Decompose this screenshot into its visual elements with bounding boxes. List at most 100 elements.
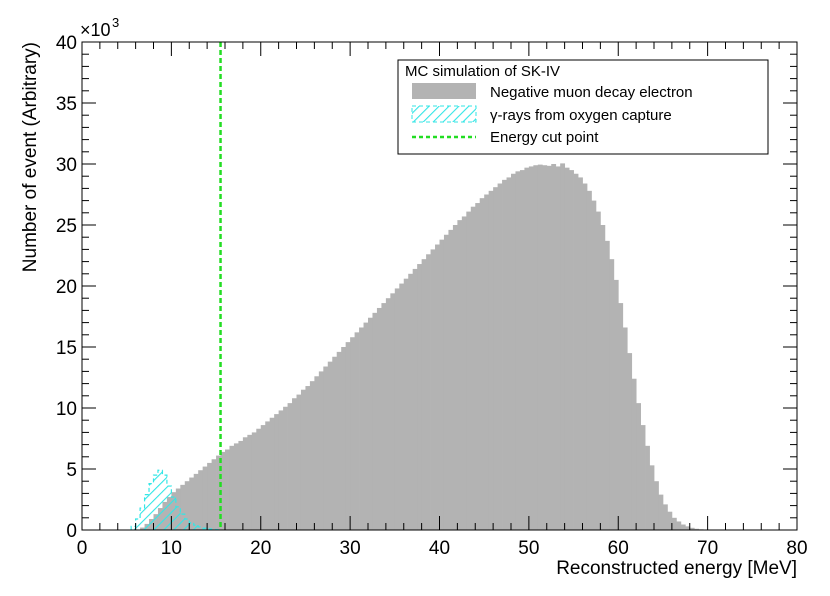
histogram-bar: [582, 183, 588, 530]
histogram-bar: [327, 361, 333, 530]
gamma-bar: [198, 526, 203, 530]
histogram-bar: [488, 190, 494, 530]
histogram-bar: [385, 298, 391, 530]
histogram-bar: [309, 381, 315, 530]
histogram-bar: [265, 421, 271, 530]
histogram-bar: [184, 481, 190, 530]
x-tick-label: 20: [250, 538, 271, 559]
y-tick-label: 35: [56, 94, 77, 115]
x-tick-label: 60: [608, 538, 629, 559]
histogram-bar: [198, 470, 204, 530]
histogram-bar: [269, 417, 275, 530]
histogram-bar: [220, 451, 226, 530]
histogram-bar: [627, 353, 633, 530]
histogram-bar: [658, 494, 664, 530]
histogram-bar: [439, 239, 445, 530]
histogram-bar: [180, 484, 186, 530]
histogram-bar: [435, 244, 440, 530]
gamma-bar: [180, 514, 186, 530]
legend-swatch-gamma: [411, 105, 477, 123]
histogram-bar: [515, 171, 521, 530]
gamma-bar: [162, 475, 168, 530]
histogram-bar: [372, 312, 378, 530]
histogram-bar: [671, 517, 677, 530]
x-tick-label: 10: [161, 538, 182, 559]
histogram-bar: [622, 327, 628, 530]
histogram-bar: [300, 389, 306, 530]
histogram-bar: [618, 303, 624, 530]
gamma-bar: [144, 494, 150, 530]
histogram-bar: [296, 394, 302, 530]
histogram-bar: [318, 371, 324, 530]
histogram-bar: [528, 166, 534, 530]
histogram-bar: [461, 216, 467, 530]
histogram-bar: [484, 194, 490, 530]
histogram-bar: [578, 177, 583, 531]
histogram-bar: [408, 273, 414, 530]
gamma-outline: [130, 469, 222, 531]
histogram-bar: [256, 428, 262, 530]
histogram-bar: [247, 434, 253, 530]
x-tick-label: 50: [518, 538, 539, 559]
histogram-bar: [421, 259, 427, 530]
histogram-bar: [511, 173, 516, 530]
y-tick-label: 15: [56, 338, 77, 359]
histogram-bar: [394, 288, 400, 530]
legend-title: MC simulation of SK-IV: [405, 63, 560, 80]
y-tick-label: 0: [66, 521, 77, 542]
x-tick-label: 40: [429, 538, 450, 559]
histogram-bar: [426, 254, 431, 530]
histogram-bar: [475, 203, 481, 531]
histogram-bar: [555, 166, 561, 530]
histogram-bar: [662, 504, 668, 530]
histogram-bar: [278, 410, 284, 530]
histogram-bar: [448, 229, 454, 530]
histogram-bar: [359, 327, 364, 530]
gamma-bar: [157, 470, 163, 530]
y-tick-label: 10: [56, 399, 77, 420]
histogram-bar: [354, 332, 360, 530]
histogram-bar: [654, 481, 659, 530]
gamma-bar: [135, 519, 141, 530]
histogram-bar: [457, 220, 463, 530]
histogram-bars: [140, 163, 713, 531]
histogram-bar: [376, 307, 382, 530]
histogram-bar: [546, 165, 552, 530]
histogram-bar: [211, 459, 217, 530]
histogram-bar: [533, 165, 539, 530]
x-tick-label: 0: [77, 538, 88, 559]
histogram-bar: [323, 366, 329, 530]
histogram-bar: [586, 190, 592, 530]
histogram-bar: [502, 179, 507, 531]
histogram-bar: [631, 378, 637, 530]
histogram-bar: [399, 283, 405, 530]
gamma-bar: [189, 522, 195, 530]
histogram-bar: [381, 303, 387, 530]
histogram-bar: [519, 170, 525, 530]
x-axis-title: Reconstructed energy [MeV]: [556, 558, 797, 579]
gamma-bar: [153, 475, 159, 530]
histogram-bar: [479, 198, 485, 530]
histogram-bar: [573, 173, 579, 530]
histogram-bar: [645, 445, 650, 530]
histogram-bar: [287, 403, 293, 530]
histogram-bar: [640, 425, 646, 530]
histogram-bar: [403, 278, 409, 530]
legend-label-cut: Energy cut point: [490, 129, 599, 146]
gamma-bar: [175, 506, 181, 530]
histogram-bar: [193, 473, 199, 530]
histogram-bar: [569, 170, 574, 530]
histogram-bar: [229, 445, 235, 530]
histogram-bar: [649, 465, 655, 530]
y-tick-label: 25: [56, 216, 77, 237]
x-tick-label: 70: [697, 538, 718, 559]
histogram-bar: [680, 524, 686, 530]
histogram-bar: [466, 211, 472, 530]
histogram-bar: [609, 259, 615, 530]
y-axis-title: Number of event (Arbitrary): [20, 42, 41, 272]
histogram-bar: [242, 437, 248, 530]
histogram-bar: [390, 293, 396, 530]
histogram-bar: [207, 462, 212, 530]
histogram-bar: [506, 177, 512, 531]
